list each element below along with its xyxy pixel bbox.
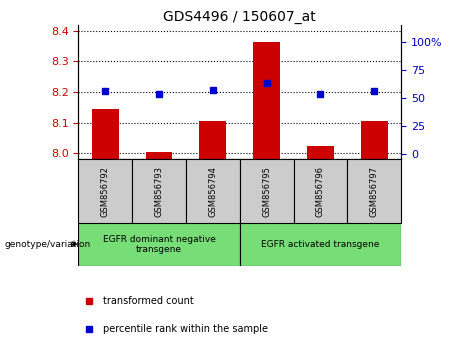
Text: GSM856793: GSM856793 — [154, 166, 164, 217]
Bar — [92, 109, 118, 159]
Bar — [78, 159, 132, 223]
Text: EGFR dominant negative
transgene: EGFR dominant negative transgene — [103, 235, 215, 254]
Bar — [78, 223, 240, 266]
Bar — [253, 42, 280, 159]
Text: GSM856796: GSM856796 — [316, 166, 325, 217]
Text: GSM856792: GSM856792 — [101, 166, 110, 217]
Text: transformed count: transformed count — [102, 296, 193, 306]
Text: genotype/variation: genotype/variation — [5, 240, 91, 249]
Text: GSM856795: GSM856795 — [262, 166, 271, 217]
Bar — [146, 152, 172, 159]
Bar — [132, 159, 186, 223]
Bar — [186, 159, 240, 223]
Bar — [347, 159, 401, 223]
Bar — [240, 159, 294, 223]
Text: GSM856797: GSM856797 — [370, 166, 378, 217]
Text: GSM856794: GSM856794 — [208, 166, 217, 217]
Bar — [199, 121, 226, 159]
Bar — [240, 223, 401, 266]
Text: percentile rank within the sample: percentile rank within the sample — [102, 324, 267, 334]
Text: EGFR activated transgene: EGFR activated transgene — [261, 240, 379, 249]
Title: GDS4496 / 150607_at: GDS4496 / 150607_at — [163, 10, 316, 24]
Bar — [294, 159, 347, 223]
Bar — [361, 121, 388, 159]
Bar — [307, 145, 334, 159]
